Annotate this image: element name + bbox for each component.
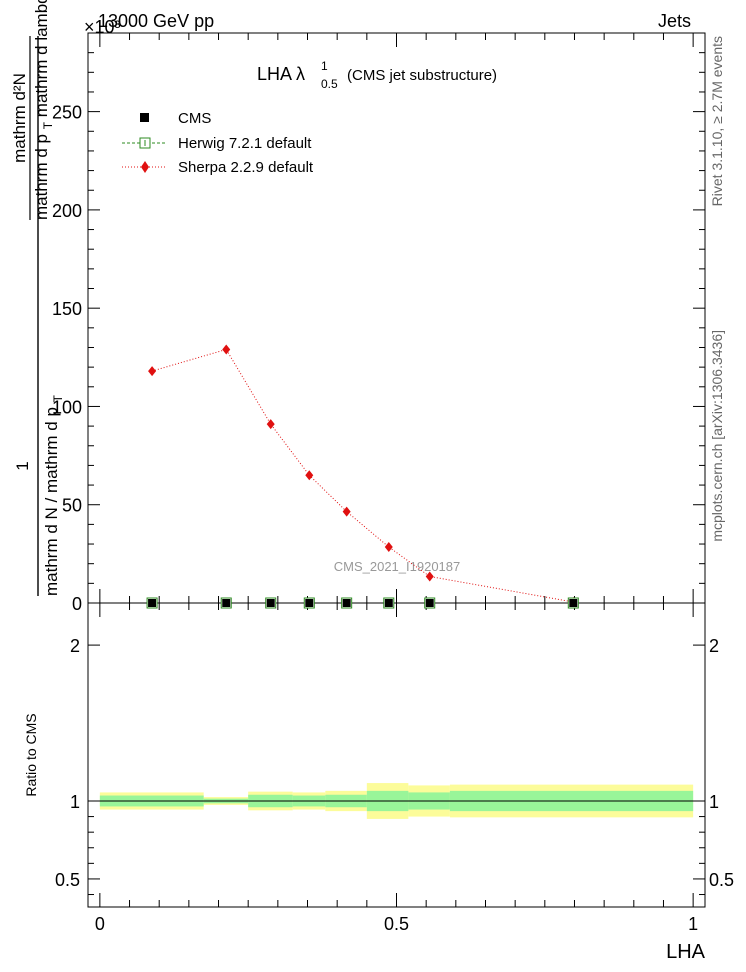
ylabel-top: 1 [13,461,32,470]
ratio-y-tick-label-right: 0.5 [709,870,734,890]
main-y-tick-label: 250 [52,103,82,123]
title-main: LHA λ [257,64,305,84]
sherpa-point [425,571,434,582]
analysis-watermark: CMS_2021_I1920187 [334,559,461,574]
ylabel-den: mathrm d p T mathrm d lambda [32,0,56,220]
ylabel-num: mathrm d²N [10,73,29,163]
cms-point [266,599,275,607]
ratio-y-tick-label-left: 2 [70,636,80,656]
ylabel-bottom-text: mathrm d N / mathrm d p [42,407,61,596]
ylabel-bottom-sub: T [51,394,65,402]
x-tick-label: 0 [95,914,105,934]
main-y-axis-label: 1 mathrm d N / mathrm d p T mathrm d²N m… [10,0,65,596]
ratio-y-tick-label-right: 1 [709,792,719,812]
title-sup: 1 [321,59,328,73]
title-sub: 0.5 [321,77,338,91]
cms-point [305,599,314,607]
header-left: 13000 GeV pp [98,11,214,31]
mcplots-label: mcplots.cern.ch [arXiv:1306.3436] [709,330,725,542]
main-y-tick-labels: 0 50 100 150 200 250 [52,103,82,614]
legend-cms-marker [140,113,149,122]
ratio-y-tick-label-left: 1 [70,792,80,812]
ratio-y-axis-label: Ratio to CMS [23,713,39,796]
main-axis-ticks [88,32,705,604]
sherpa-point [384,541,393,552]
main-y-tick-label: 150 [52,299,82,319]
ratio-axis-ticks [88,603,705,907]
legend-sherpa-marker [141,161,149,173]
main-y-tick-label: 200 [52,201,82,221]
sherpa-point [305,470,314,481]
main-y-tick-label: 100 [52,397,82,417]
header-right: Jets [658,11,691,31]
y-multiplier: ×10³ [84,17,121,37]
ratio-y-tick-label-right: 2 [709,636,719,656]
cms-point [569,599,578,607]
plot-title: LHA λ 1 0.5 (CMS jet substructure) [257,59,497,91]
sherpa-point [266,419,275,430]
title-suffix: (CMS jet substructure) [347,67,497,84]
rivet-label: Rivet 3.1.10, ≥ 2.7M events [709,36,725,206]
legend-cms-label: CMS [178,110,211,127]
cms-series [146,597,579,609]
x-axis-label: LHA [666,941,706,963]
sherpa-point [148,366,157,377]
main-y-tick-label: 0 [72,594,82,614]
x-tick-label: 1 [688,914,698,934]
legend: CMS Herwig 7.2.1 default Sherpa 2.2.9 de… [122,110,314,176]
ratio-tick-labels: 0.5 0.5 1 1 2 2 0 0.5 1 [55,636,734,934]
cms-point [384,599,393,607]
ratio-bands [99,783,694,819]
legend-sherpa-label: Sherpa 2.2.9 default [178,159,314,176]
ylabel-den-sub: T [41,121,55,129]
ratio-plot-frame [87,602,706,908]
cms-point [148,599,157,607]
ylabel-den-tail: mathrm d lambda [32,0,51,117]
sherpa-point [222,344,231,355]
main-y-tick-label: 50 [62,496,82,516]
legend-herwig-label: Herwig 7.2.1 default [178,135,312,152]
x-tick-label: 0.5 [384,914,409,934]
ratio-y-tick-label-left: 0.5 [55,870,80,890]
cms-point [222,599,231,607]
ylabel-bottom: mathrm d N / mathrm d p T [42,394,65,596]
cms-point [425,599,434,607]
sherpa-point [342,506,351,517]
ylabel-den-text: mathrm d p [32,134,51,220]
cms-point [342,599,351,607]
